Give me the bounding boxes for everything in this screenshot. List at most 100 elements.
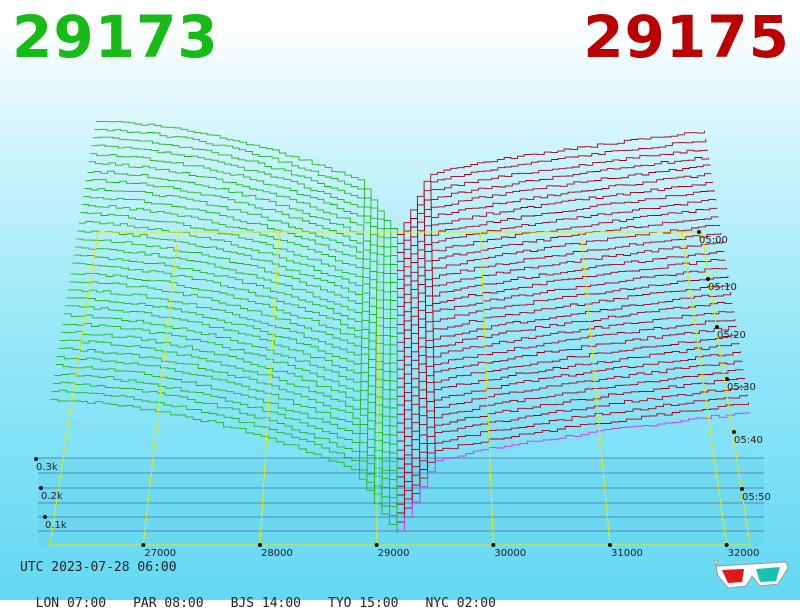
ask-depth-line — [397, 149, 708, 253]
bid-depth-line — [54, 373, 398, 507]
ask-depth-line — [397, 164, 711, 271]
price-gridline — [142, 231, 180, 546]
bid-depth-line — [85, 178, 398, 300]
volume-tick-dot — [43, 515, 47, 519]
bid-depth-line — [94, 128, 398, 246]
ask-depth-line — [397, 157, 709, 262]
bid-depth-line — [80, 211, 398, 336]
timezone-nyc: NYC 02:00 — [425, 596, 496, 611]
bid-depth-line — [59, 339, 398, 471]
price-gridline — [480, 231, 494, 546]
time-tick-dot — [706, 277, 710, 281]
price-tick-label: 32000 — [728, 548, 760, 559]
price-tick-label: 31000 — [611, 548, 643, 559]
ask-depth-line — [397, 360, 743, 478]
bid-depth-line — [72, 262, 398, 390]
bid-depth-line — [73, 254, 398, 381]
price-tick-label: 28000 — [261, 548, 293, 559]
price-tick-dot — [724, 543, 729, 547]
ask-depth-line — [397, 302, 733, 415]
bid-depth-line — [63, 313, 398, 444]
depth-chart: 0.3k 0.2k 0.1k 27000 28000 29000 30000 31000 32… — [34, 120, 771, 559]
ask-depth-line — [397, 326, 737, 442]
ask-depth-line — [397, 189, 715, 298]
ask-depth-line — [397, 412, 751, 532]
3d-glasses-icon[interactable] — [712, 558, 790, 590]
time-tick-label: 05:40 — [734, 435, 763, 446]
volume-tick-label: 0.2k — [41, 491, 63, 502]
time-tick-dot — [715, 325, 719, 329]
bid-depth-layers — [50, 120, 398, 534]
time-tick-label: 05:00 — [699, 235, 728, 246]
bid-depth-line — [92, 136, 398, 255]
bid-depth-line — [76, 238, 398, 363]
ask-depth-line — [397, 292, 732, 406]
price-tick-dot — [608, 543, 612, 547]
utc-timestamp: UTC 2023-07-28 06:00 — [20, 560, 177, 575]
price-tick-label: 29000 — [378, 548, 410, 559]
time-tick-label: 05:10 — [708, 282, 737, 293]
price-gridline — [681, 231, 728, 546]
time-axis: 05:00 05:10 05:20 05:30 05:40 05:50 — [697, 230, 771, 503]
bid-depth-line — [61, 330, 398, 462]
bid-depth-line — [79, 221, 398, 345]
bid-depth-line — [69, 281, 398, 408]
volume-tick-dot — [39, 486, 43, 490]
ask-depth-line — [397, 267, 727, 379]
volume-band — [38, 458, 764, 546]
chart-grid — [49, 231, 751, 546]
volume-tick-label: 0.3k — [36, 462, 58, 473]
ask-depth-line — [397, 232, 722, 343]
bid-depth-line — [84, 187, 398, 309]
volume-tick-label: 0.1k — [45, 520, 67, 531]
bid-depth-line — [87, 170, 398, 291]
bid-depth-line — [70, 273, 398, 399]
ask-depth-line — [397, 351, 741, 469]
ask-depth-line — [397, 251, 725, 361]
price-tick-dot — [374, 543, 379, 547]
price-tick-dot — [141, 543, 146, 547]
price-tick-dot — [258, 543, 262, 547]
ask-depth-line — [397, 241, 723, 352]
bid-depth-line — [68, 289, 398, 417]
ask-depth-line — [397, 369, 744, 487]
volume-axis: 0.3k 0.2k 0.1k — [34, 457, 67, 531]
bid-depth-line — [88, 161, 398, 282]
timezone-tyo: TYO 15:00 — [328, 596, 399, 611]
price-gridline — [580, 231, 611, 546]
ask-depth-line — [397, 386, 747, 505]
bid-depth-line — [91, 144, 398, 264]
price-gridline — [376, 231, 381, 546]
price-tick-label: 27000 — [144, 548, 176, 559]
time-tick-dot — [732, 430, 736, 434]
bid-depth-line — [90, 153, 398, 273]
bid-depth-line — [50, 398, 398, 534]
ask-depth-line — [397, 173, 712, 280]
ask-depth-line — [397, 311, 734, 424]
timezone-bar: LON 07:00 PAR 08:00 BJS 14:00 TYO 15:00 NYC … — [20, 581, 523, 611]
ask-depth-layers — [397, 130, 751, 532]
bid-depth-line — [74, 246, 398, 372]
bid-depth-line — [51, 389, 398, 525]
price-tick-dot — [491, 543, 496, 547]
ask-depth-line — [397, 258, 726, 370]
ask-depth-line — [397, 378, 745, 496]
ask-depth-line — [397, 216, 719, 325]
bid-depth-line — [52, 381, 398, 516]
bid-depth-line — [56, 356, 398, 489]
price-axis: 27000 28000 29000 30000 31000 32000 — [141, 543, 759, 559]
ask-depth-line — [397, 334, 739, 451]
ask-depth-line — [397, 130, 705, 235]
ask-depth-line — [397, 199, 716, 307]
time-tick-label: 05:50 — [742, 492, 771, 503]
ask-depth-line — [397, 402, 750, 523]
time-tick-dot — [740, 487, 744, 491]
price-tick-label: 30000 — [494, 548, 526, 559]
timezone-par: PAR 08:00 — [133, 596, 204, 611]
floor-outline — [49, 231, 751, 546]
bid-depth-line — [81, 203, 398, 327]
time-tick-dot — [697, 230, 701, 234]
ask-depth-line — [397, 224, 721, 334]
ask-depth-line — [397, 284, 730, 397]
bid-price: 29173 — [12, 3, 219, 71]
